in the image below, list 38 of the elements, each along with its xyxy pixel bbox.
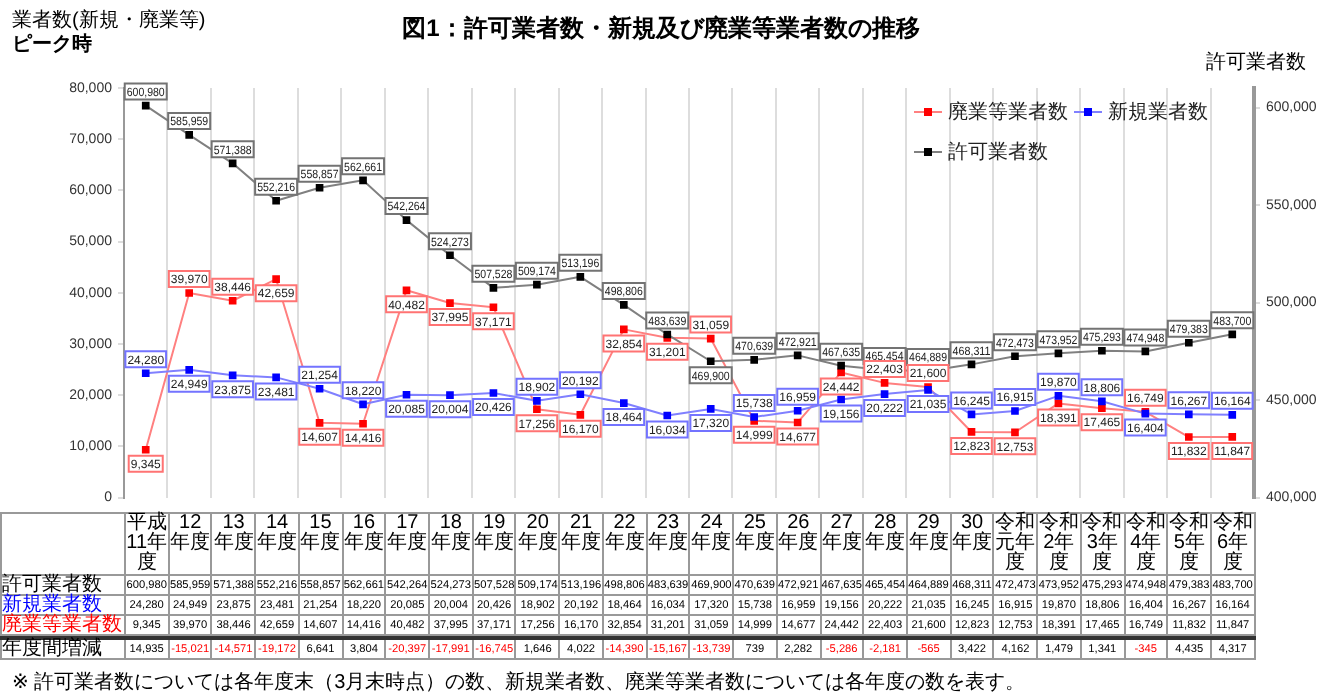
x-tick-label: 24年度 [689, 512, 734, 575]
x-tick-label: 25年度 [733, 512, 777, 575]
x-tick-label: 17年度 [385, 512, 430, 575]
chart-title: 図1：許可業者数・新規及び廃業等業者数の推移 [402, 14, 920, 42]
x-tick-label: 令和5年度 [1167, 512, 1211, 575]
x-tick-label: 20年度 [515, 512, 560, 575]
x-tick-label: 28年度 [863, 512, 907, 575]
x-tick-label: 12年度 [168, 512, 212, 575]
x-tick-label: 15年度 [298, 512, 343, 575]
y-axis-title: 業者数(新規・廃業等) [12, 7, 206, 33]
text: 新規業者数 [2, 594, 102, 616]
legend-label: 新規業者数 [1108, 99, 1208, 124]
x-tick-label: 22年度 [602, 512, 647, 575]
x-tick-label: 23年度 [646, 512, 690, 575]
text: 許可業者数 [2, 574, 102, 596]
text: ※ 許可業者数については各年度末（3月末時点）の数、新規業者数、廃業等業者数については各年度の数を表す。 [12, 669, 1026, 696]
x-tick-label: 令和元年度 [993, 512, 1038, 575]
x-tick-label: 令和2年度 [1037, 512, 1081, 575]
x-tick-label: 14年度 [255, 512, 299, 575]
x-tick-label: 29年度 [906, 512, 951, 575]
y2-axis-title: 許可業者数 [1206, 49, 1306, 76]
x-tick-label: 平成11年度 [125, 512, 169, 575]
text: ピーク時 [12, 31, 92, 58]
x-tick-label: 30年度 [950, 512, 994, 575]
x-tick-label: 26年度 [776, 512, 820, 575]
text: 廃業等業者数 [2, 614, 122, 636]
x-tick-label: 令和3年度 [1080, 512, 1125, 575]
x-tick-label: 19年度 [472, 512, 516, 575]
x-tick-label: 27年度 [820, 512, 864, 575]
legend-label: 廃業等業者数 [948, 99, 1068, 124]
legend-label: 許可業者数 [948, 139, 1048, 164]
x-tick-label: 13年度 [211, 512, 256, 575]
x-tick-label: 16年度 [342, 512, 386, 575]
x-tick-label: 令和4年度 [1124, 512, 1168, 575]
x-tick-label: 21年度 [559, 512, 603, 575]
x-tick-label: 令和6年度 [1210, 512, 1255, 575]
x-tick-label: 18年度 [429, 512, 473, 575]
legend-label: 年度間増減 [1, 638, 125, 660]
